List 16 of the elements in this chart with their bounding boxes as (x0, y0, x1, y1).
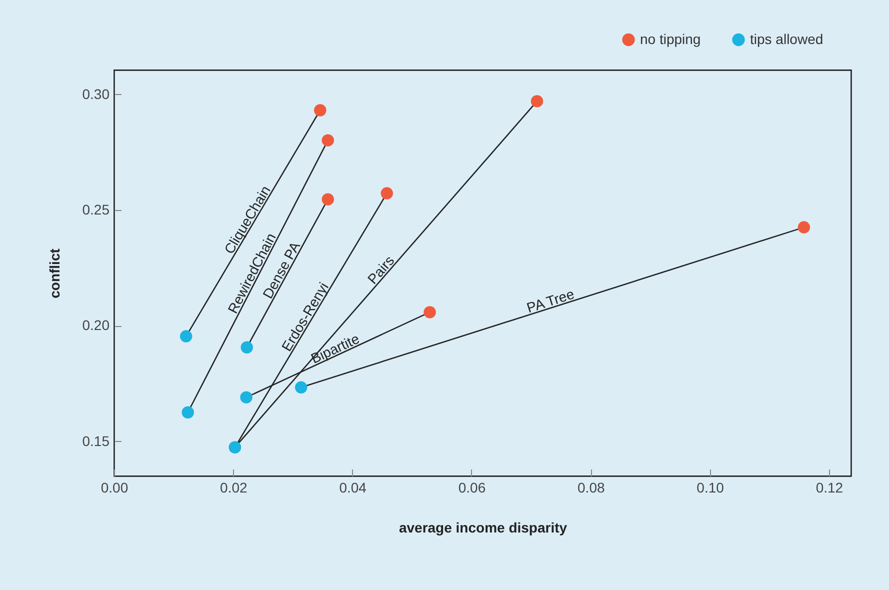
x-tick-label: 0.06 (458, 480, 486, 496)
x-tick-label: 0.00 (100, 480, 128, 496)
legend-label: tips allowed (750, 30, 824, 47)
y-tick-label: 0.25 (82, 201, 110, 218)
x-tick-label: 0.12 (816, 480, 844, 496)
x-tick-label: 0.10 (696, 480, 724, 496)
legend-label: no tipping (640, 30, 701, 47)
y-tick-label: 0.30 (82, 86, 110, 102)
x-tick-label: 0.04 (339, 480, 367, 496)
y-axis-title: conflict (46, 248, 62, 298)
text: PA Tree (524, 286, 576, 316)
x-tick-label: 0.02 (220, 480, 248, 496)
x-axis-title: average income disparity (398, 520, 568, 536)
x-tick-label: 0.08 (578, 480, 605, 496)
y-tick-label: 0.15 (82, 432, 110, 449)
y-tick-label: 0.20 (82, 317, 110, 334)
